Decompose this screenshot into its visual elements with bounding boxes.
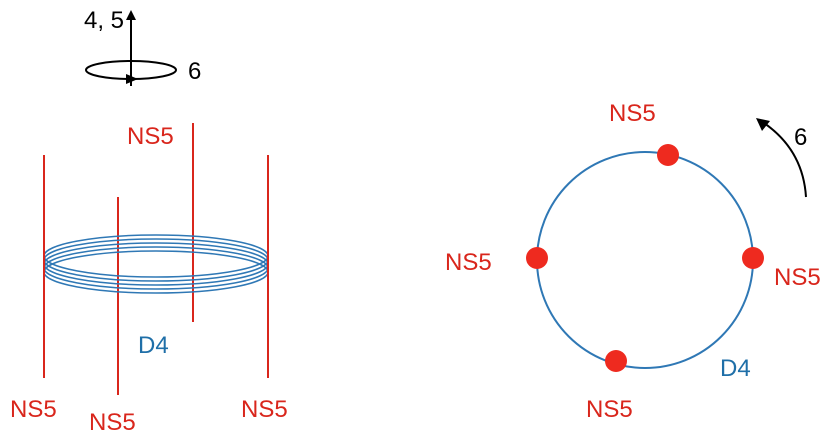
rotation-arrowhead <box>126 74 138 84</box>
vertical-axis-arrowhead <box>126 10 136 20</box>
d4-circle-label: D4 <box>720 355 751 382</box>
ns5-label-left: NS5 <box>10 396 57 423</box>
right-panel: NS5 NS5 NS5 NS5 D4 6 <box>445 100 821 423</box>
left-panel: NS5 NS5 NS5 NS5 D4 <box>10 123 288 436</box>
d4-ring <box>43 242 269 286</box>
ns5-label-top: NS5 <box>127 123 174 150</box>
ns5-dot-right <box>742 247 764 269</box>
ns5-dot-left-label: NS5 <box>445 249 492 276</box>
d4-ring <box>43 246 269 290</box>
ns5-dot-top <box>657 144 679 166</box>
ns5-label-right: NS5 <box>241 396 288 423</box>
d4-ring <box>43 234 269 278</box>
d4-label: D4 <box>138 332 169 359</box>
rotation-arrow-head <box>756 118 770 131</box>
axis-legend: 4, 5 6 <box>84 7 201 86</box>
ns5-dot-bottom-label: NS5 <box>586 396 633 423</box>
axis-45-label: 4, 5 <box>84 7 124 34</box>
d4-circle <box>536 151 754 369</box>
ns5-dot-left <box>526 247 548 269</box>
axis-6-label: 6 <box>188 58 201 85</box>
ns5-dot-top-label: NS5 <box>609 100 656 127</box>
rotation-6-label: 6 <box>794 124 807 151</box>
d4-ring <box>43 250 269 294</box>
rotation-arrow <box>763 122 807 198</box>
ns5-dot-bottom <box>605 350 627 372</box>
ns5-dot-right-label: NS5 <box>774 264 821 291</box>
d4-coil <box>43 234 269 294</box>
ns5-label-middle: NS5 <box>89 409 136 436</box>
d4-ring <box>43 238 269 282</box>
